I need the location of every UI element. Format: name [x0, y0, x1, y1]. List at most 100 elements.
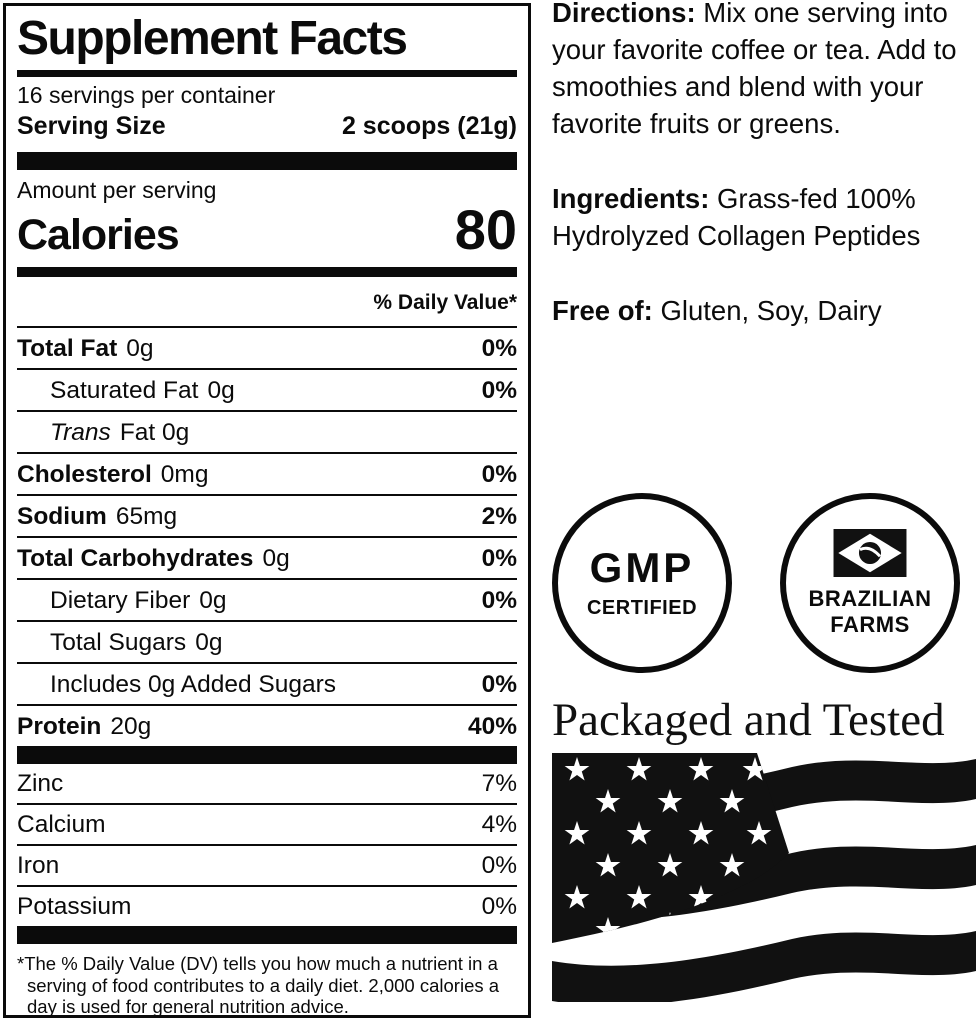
nutrient-row: Potassium 0% [17, 887, 517, 926]
ingredients-label: Ingredients: [552, 183, 710, 214]
right-column: Directions: Mix one serving into your fa… [552, 0, 976, 1002]
nutrient-name-amount: Total Carbohydrates 0g [17, 545, 290, 572]
nutrient-name-amount: Includes 0g Added Sugars [50, 671, 336, 698]
nutrient-amount: 0g [126, 334, 154, 362]
brazilian-farms-badge: BRAZILIAN FARMS [780, 493, 960, 673]
panel-title: Supplement Facts [17, 12, 408, 65]
nutrient-name: Calcium [17, 811, 106, 839]
nutrient-amount: 0mg [160, 460, 209, 488]
nutrient-amount: Fat 0g [119, 418, 190, 446]
free-of-text: Gluten, Soy, Dairy [660, 295, 882, 326]
nutrient-daily-value: 0% [481, 460, 517, 488]
nutrient-daily-value: 0% [481, 670, 517, 698]
nutrient-name: Total Fat [17, 334, 118, 362]
main-nutrient-rows: Total Fat 0g 0% Saturated Fat 0g 0% Trans Fat 0… [17, 328, 517, 746]
nutrient-daily-value: 0% [481, 893, 517, 921]
nutrient-name-amount: Cholesterol 0mg [17, 461, 208, 488]
nutrient-daily-value: 0% [481, 586, 517, 614]
gmp-badge-title: GMP [589, 543, 695, 591]
nutrient-name-amount: Total Fat 0g [17, 335, 154, 362]
gmp-badge-subtitle: CERTIFIED [586, 596, 698, 619]
nutrient-row: Total Sugars 0g [17, 622, 517, 665]
nutrient-row: Total Carbohydrates 0g 0% [17, 538, 517, 581]
nutrient-name-amount: Dietary Fiber 0g [50, 587, 227, 614]
nutrient-name: Total Sugars [50, 628, 187, 656]
nutrient-name: Total Carbohydrates [17, 544, 254, 572]
nutrient-daily-value: 0% [481, 334, 517, 362]
calories-value: 80 [454, 197, 517, 261]
nutrient-daily-value: 7% [481, 770, 517, 798]
separator-bar [17, 267, 517, 278]
nutrient-row: Cholesterol 0mg 0% [17, 454, 517, 497]
nutrient-row: Saturated Fat 0g 0% [17, 370, 517, 413]
separator-bar [17, 926, 517, 945]
nutrient-row: Total Fat 0g 0% [17, 328, 517, 371]
certification-badges: GMP CERTIFIED BRAZILIAN FARMS [552, 493, 976, 673]
nutrient-name: Saturated Fat [50, 376, 199, 404]
nutrient-row: Calcium 4% [17, 805, 517, 847]
nutrient-name: Zinc [17, 770, 64, 798]
separator-bar [17, 746, 517, 765]
serving-size-row: Serving Size 2 scoops (21g) [17, 111, 517, 141]
packaged-and-tested-text: Packaged and Tested [552, 694, 945, 746]
serving-size-label: Serving Size [17, 111, 166, 140]
nutrient-row: Sodium 65mg 2% [17, 496, 517, 539]
nutrient-name: Includes 0g Added Sugars [50, 670, 337, 698]
usa-flag-icon [552, 752, 976, 1002]
daily-value-header: % Daily Value* [17, 277, 517, 329]
calories-row: Calories 80 [17, 197, 517, 261]
nutrient-name: Protein [17, 712, 102, 740]
daily-value-footnote: *The % Daily Value (DV) tells you how mu… [17, 953, 500, 1018]
nutrient-name-amount: Trans Fat 0g [50, 419, 189, 446]
separator-bar [17, 151, 517, 170]
nutrient-name: Cholesterol [17, 460, 152, 488]
nutrient-name: Iron [17, 852, 60, 880]
nutrient-name: Potassium [17, 893, 132, 921]
directions-text: Mix one serving into your favorite coffe… [552, 0, 957, 139]
nutrient-name: Trans [50, 418, 111, 446]
calories-label: Calories [17, 210, 180, 259]
nutrient-name-amount: Total Sugars 0g [50, 629, 222, 656]
supplement-facts-panel: Supplement Facts 16 servings per contain… [3, 3, 531, 1018]
nutrient-name: Sodium [17, 502, 107, 530]
nutrient-row: Includes 0g Added Sugars 0% [17, 664, 517, 707]
nutrient-name-amount: Sodium 65mg [17, 503, 177, 530]
nutrient-row: Trans Fat 0g [17, 412, 517, 455]
nutrient-daily-value: 4% [481, 811, 517, 839]
mineral-rows: Zinc 7% Calcium 4% Iron 0% Potassium 0% [17, 764, 517, 926]
servings-per-container: 16 servings per container [17, 81, 276, 108]
ingredients-text: Grass-fed 100% Hydrolyzed Collagen Pepti… [552, 183, 921, 251]
nutrient-name-amount: Iron [17, 852, 59, 879]
nutrient-row: Zinc 7% [17, 764, 517, 806]
nutrient-daily-value: 40% [467, 712, 517, 740]
nutrient-daily-value: 2% [481, 502, 517, 530]
directions-label: Directions: [552, 0, 696, 28]
nutrient-row: Iron 0% [17, 846, 517, 888]
nutrient-amount: 20g [110, 712, 152, 740]
nutrient-name-amount: Potassium [17, 893, 131, 920]
nutrient-name-amount: Saturated Fat 0g [50, 377, 235, 404]
nutrient-name-amount: Zinc [17, 770, 63, 797]
nutrient-daily-value: 0% [481, 852, 517, 880]
nutrient-amount: 0g [262, 544, 290, 572]
nutrient-amount: 65mg [115, 502, 178, 530]
brazil-badge-subtitle: FARMS [830, 611, 910, 637]
serving-size-value: 2 scoops (21g) [341, 111, 517, 140]
nutrient-name: Dietary Fiber [50, 586, 191, 614]
free-of-paragraph: Free of: Gluten, Soy, Dairy [552, 292, 976, 329]
brazil-flag-icon [833, 528, 907, 577]
nutrient-name-amount: Calcium [17, 811, 106, 838]
nutrient-amount: 0g [199, 586, 227, 614]
amount-per-serving-label: Amount per serving [17, 176, 217, 203]
nutrient-amount: 0g [207, 376, 235, 404]
brazil-badge-title: BRAZILIAN [808, 585, 932, 611]
nutrient-daily-value: 0% [481, 376, 517, 404]
ingredients-paragraph: Ingredients: Grass-fed 100% Hydrolyzed C… [552, 180, 976, 254]
title-rule [17, 69, 517, 77]
nutrient-amount: 0g [195, 628, 223, 656]
directions-paragraph: Directions: Mix one serving into your fa… [552, 0, 976, 142]
gmp-certified-badge: GMP CERTIFIED [552, 493, 732, 673]
nutrient-row: Protein 20g 40% [17, 706, 517, 746]
free-of-label: Free of: [552, 295, 653, 326]
nutrient-row: Dietary Fiber 0g 0% [17, 580, 517, 623]
